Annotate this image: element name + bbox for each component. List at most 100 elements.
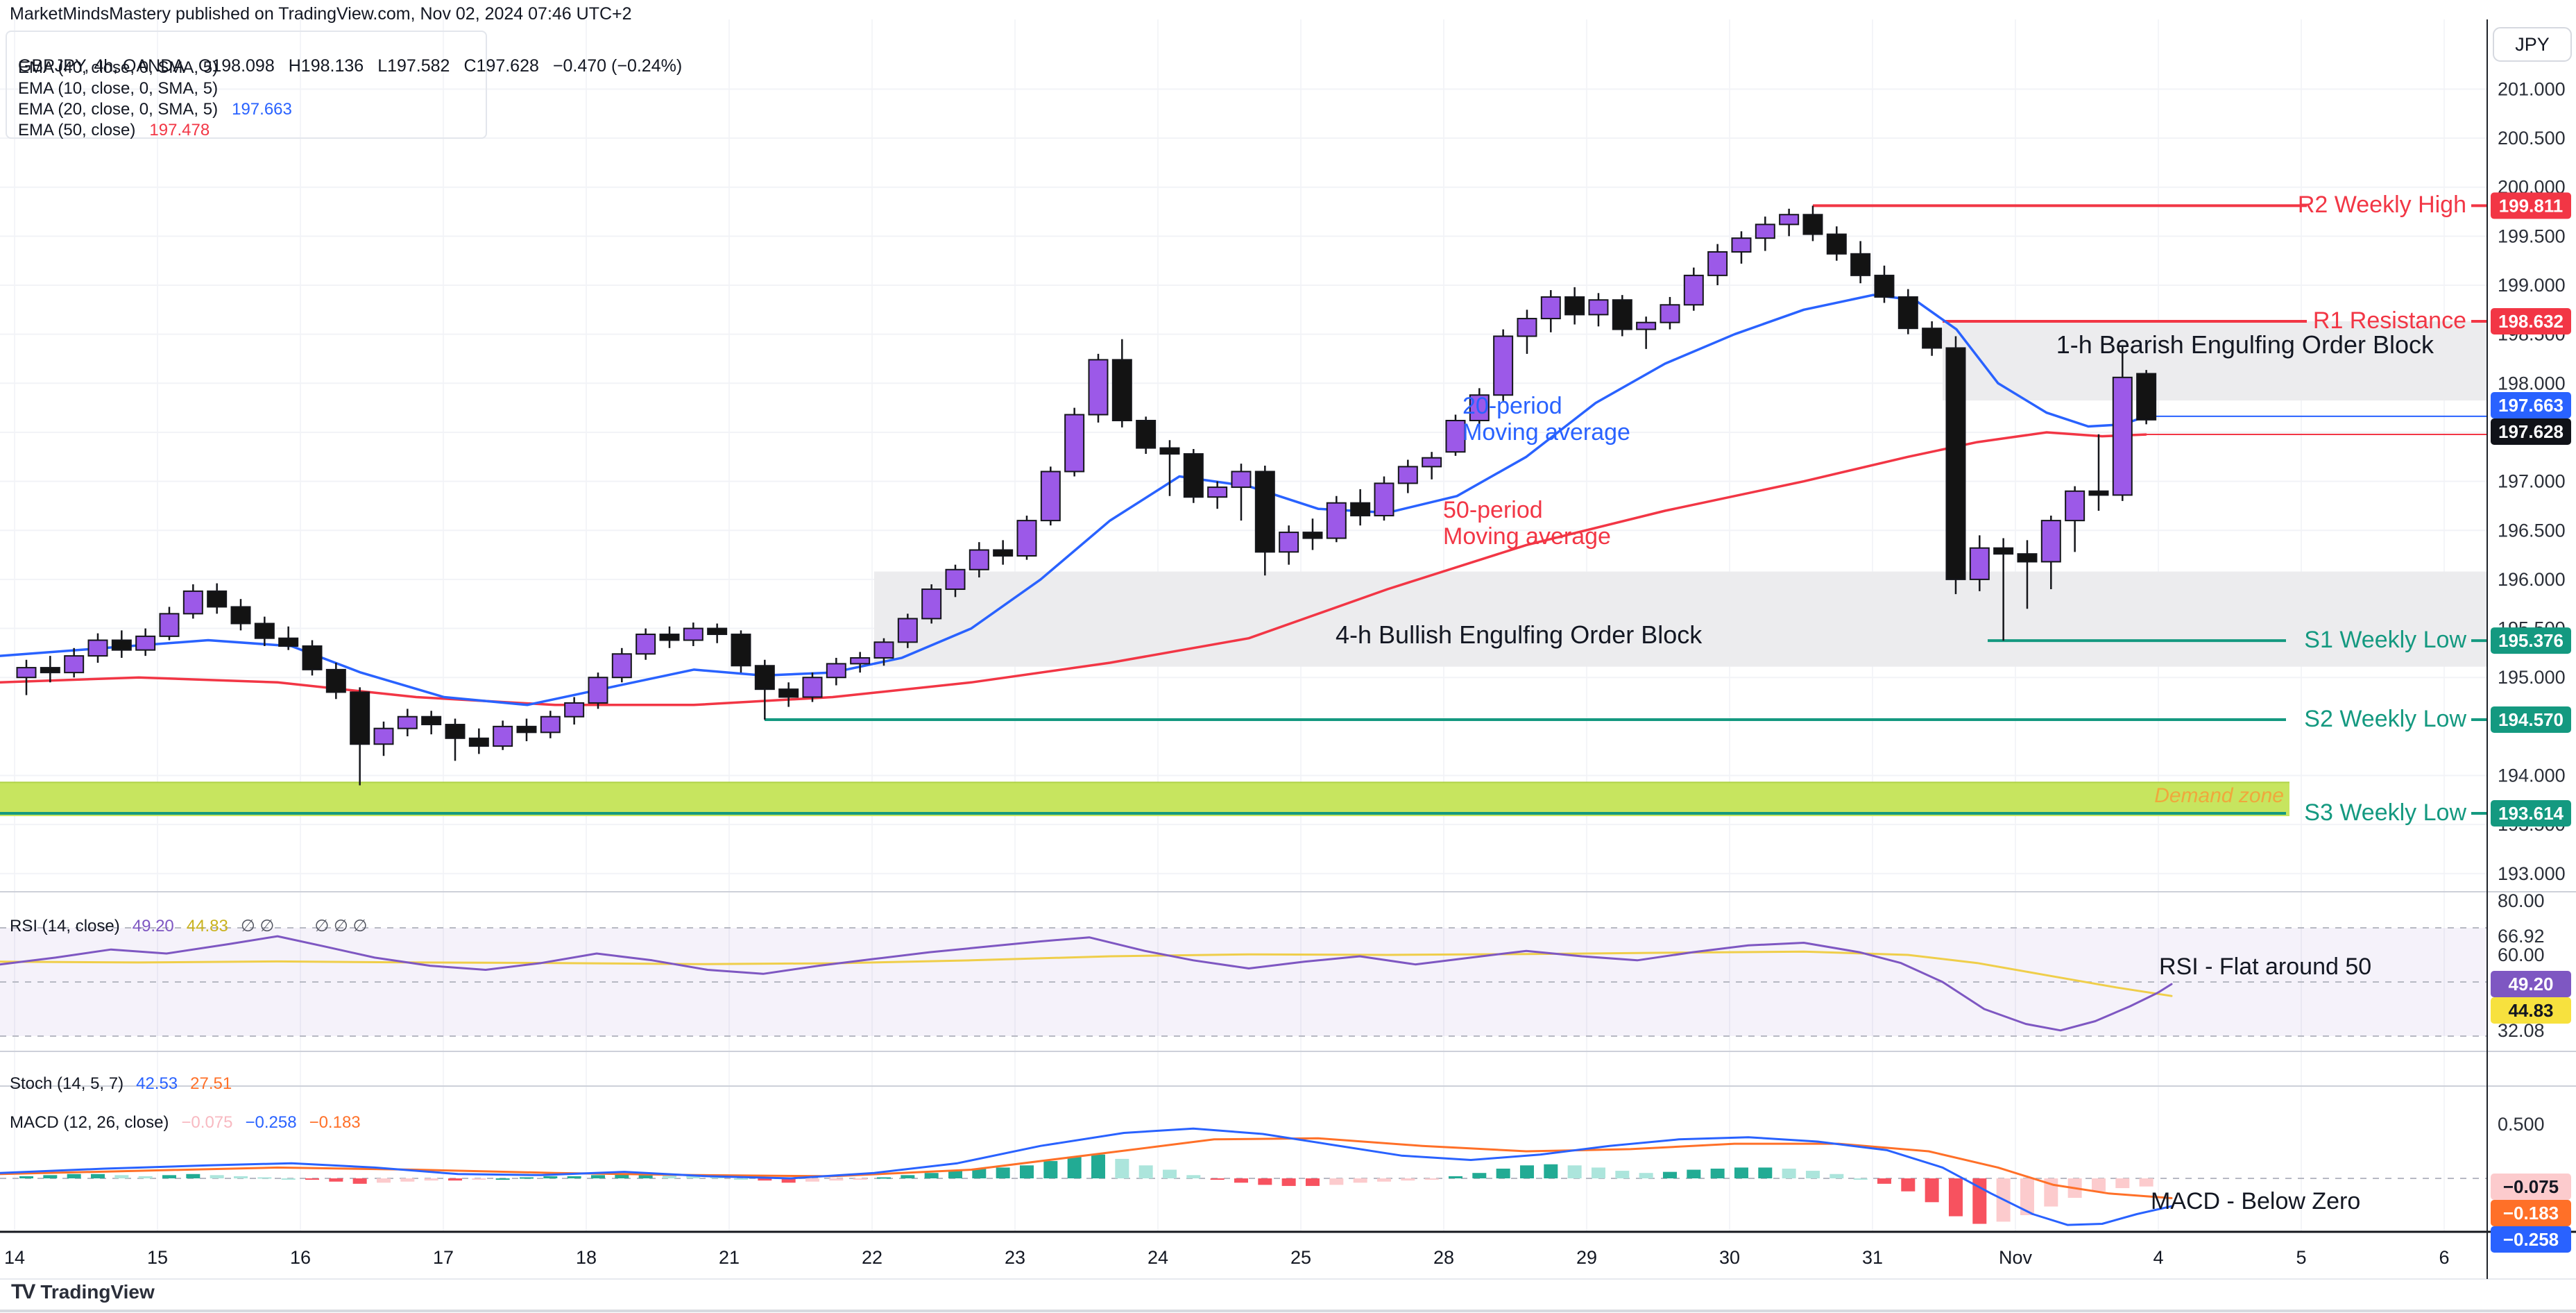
order-block — [1943, 321, 2487, 401]
macd-histogram-bar — [567, 1176, 581, 1178]
legend-panel — [6, 31, 487, 139]
ohlc-low: L197.582 — [377, 56, 450, 76]
macd-histogram-bar — [162, 1175, 176, 1178]
axis-label: 199.500 — [2498, 226, 2566, 246]
macd-histogram-bar — [281, 1178, 296, 1180]
candle-down — [1183, 453, 1204, 498]
bearish-order-block-label[interactable]: 1-h Bearish Engulfing Order Block — [2056, 330, 2434, 359]
price-badge — [2491, 627, 2571, 654]
axis-label: Nov — [1999, 1247, 2033, 1268]
indicator-legend-ema10[interactable]: EMA (10, close, 0, SMA, 5) — [18, 79, 232, 99]
candle-up — [1540, 296, 1561, 320]
price-badge — [2491, 1174, 2571, 1200]
candle-down — [1564, 296, 1585, 316]
candle-up — [2040, 520, 2061, 563]
rsi-ma-value: 44.83 — [186, 917, 228, 935]
macd-pane-header[interactable]: MACD (12, 26, close) −0.075 −0.258 −0.183 — [10, 1094, 373, 1133]
macd-histogram-bar — [495, 1178, 510, 1180]
macd-histogram-bar — [447, 1178, 462, 1181]
axis-label: −0.075 — [2503, 1176, 2559, 1197]
axis-label: 5 — [2296, 1247, 2306, 1268]
axis-label: 194.570 — [2498, 709, 2564, 730]
rsi-value: 49.20 — [132, 917, 174, 935]
bullish-order-block-label[interactable]: 4-h Bullish Engulfing Order Block — [1336, 620, 1703, 649]
candle-down — [1874, 274, 1895, 298]
ma20-annotation[interactable]: 20-period Moving average — [1462, 393, 1630, 446]
candle-up — [1016, 520, 1037, 557]
candle-up — [921, 588, 942, 620]
candle-up — [1755, 223, 1775, 239]
demand-zone — [0, 781, 2289, 817]
r1-resistance-label[interactable]: R1 Resistance — [2312, 307, 2466, 334]
tradingview-watermark[interactable]: TV TradingView — [11, 1280, 155, 1304]
axis-label: 197.000 — [2498, 471, 2566, 492]
macd-histogram-bar — [1210, 1178, 1225, 1180]
candle-up — [1207, 486, 1228, 498]
time-axis[interactable]: 14 15 16 17 18 21 22 23 24 25 28 29 30 31 Nov 4 5 6 — [4, 1247, 2450, 1268]
macd-histogram-bar — [1186, 1175, 1201, 1178]
price-axis[interactable]: 201.000200.500200.000199.500199.000198.5… — [2491, 27, 2572, 1253]
indicator-legend-ema40[interactable]: EMA (40, close, 0, SMA, 5) — [18, 58, 232, 78]
price-badge — [2491, 997, 2571, 1024]
s2-weekly-low-label[interactable]: S2 Weekly Low — [2304, 706, 2466, 732]
stoch-pane-header[interactable]: Stoch (14, 5, 7) 42.53 27.51 — [10, 1055, 244, 1094]
rsi-pane-header[interactable]: RSI (14, close) 49.20 44.83 ∅ ∅ ∅ ∅ ∅ — [10, 897, 379, 936]
rsi-pane — [0, 927, 2487, 1037]
macd-histogram-bar — [2020, 1178, 2034, 1216]
candle-up — [87, 639, 108, 657]
candle-up — [1683, 274, 1704, 306]
macd-hist-value: −0.075 — [181, 1113, 233, 1132]
publish-header: MarketMindsMastery published on TradingV… — [10, 4, 632, 24]
candle-down — [111, 639, 132, 651]
macd-histogram-bar — [2091, 1178, 2106, 1192]
candle-up — [397, 715, 418, 729]
macd-histogram-bar — [543, 1176, 558, 1178]
macd-histogram-bar — [1662, 1171, 1677, 1178]
indicator-legend-ema20[interactable]: EMA (20, close, 0, SMA, 5) 197.663 — [18, 100, 306, 119]
macd-histogram-bar — [1448, 1176, 1462, 1178]
candle-down — [516, 725, 537, 734]
s1-weekly-low-label[interactable]: S1 Weekly Low — [2304, 627, 2466, 653]
macd-label: MACD (12, 26, close) — [10, 1113, 169, 1132]
demand-zone-label[interactable]: Demand zone — [2154, 784, 2284, 807]
candle-up — [1088, 359, 1109, 416]
r2-weekly-high-label[interactable]: R2 Weekly High — [2297, 192, 2466, 218]
macd-note-label[interactable]: MACD - Below Zero — [2151, 1188, 2361, 1214]
candle-down — [1850, 253, 1871, 276]
candle-up — [16, 667, 37, 679]
macd-histogram-bar — [901, 1175, 915, 1178]
candle-up — [588, 677, 608, 704]
candle-down — [207, 590, 228, 608]
macd-histogram-bar — [1305, 1178, 1320, 1186]
candle-up — [540, 715, 561, 734]
candle-up — [1445, 419, 1466, 453]
macd-histogram-bar — [400, 1178, 415, 1182]
macd-histogram-bar — [1472, 1173, 1487, 1178]
symbol-legend[interactable]: GBPJPY, 4h, OANDA O198.098 H198.136 L197.58… — [18, 36, 696, 76]
macd-histogram-bar — [1877, 1178, 1891, 1184]
s3-weekly-low-label[interactable]: S3 Weekly Low — [2304, 799, 2466, 826]
candle-down — [2088, 490, 2109, 496]
macd-pane — [0, 1127, 2487, 1226]
ema20-label: EMA (20, close, 0, SMA, 5) — [18, 100, 219, 119]
macd-histogram-bar — [257, 1177, 272, 1179]
axis-label: 0.500 — [2498, 1114, 2545, 1135]
candle-down — [1111, 359, 1132, 421]
axis-label: 16 — [290, 1247, 311, 1268]
rsi-note-label[interactable]: RSI - Flat around 50 — [2159, 954, 2372, 980]
ema50-value: 197.478 — [149, 121, 210, 139]
axis-label: −0.183 — [2503, 1203, 2559, 1223]
axis-label: 4 — [2153, 1247, 2163, 1268]
candle-down — [350, 691, 370, 745]
candle-up — [969, 549, 989, 570]
indicator-legend-ema50[interactable]: EMA (50, close) 197.478 — [18, 121, 223, 140]
macd-histogram-bar — [1496, 1168, 1510, 1178]
macd-histogram-bar — [1424, 1178, 1439, 1180]
ema20-value: 197.663 — [232, 100, 292, 119]
ma50-annotation[interactable]: 50-period Moving average — [1443, 497, 1611, 550]
candle-up — [1279, 532, 1299, 553]
macd-histogram-bar — [1925, 1178, 1939, 1203]
candle-down — [1159, 447, 1180, 455]
axis-label: 18 — [576, 1247, 597, 1268]
